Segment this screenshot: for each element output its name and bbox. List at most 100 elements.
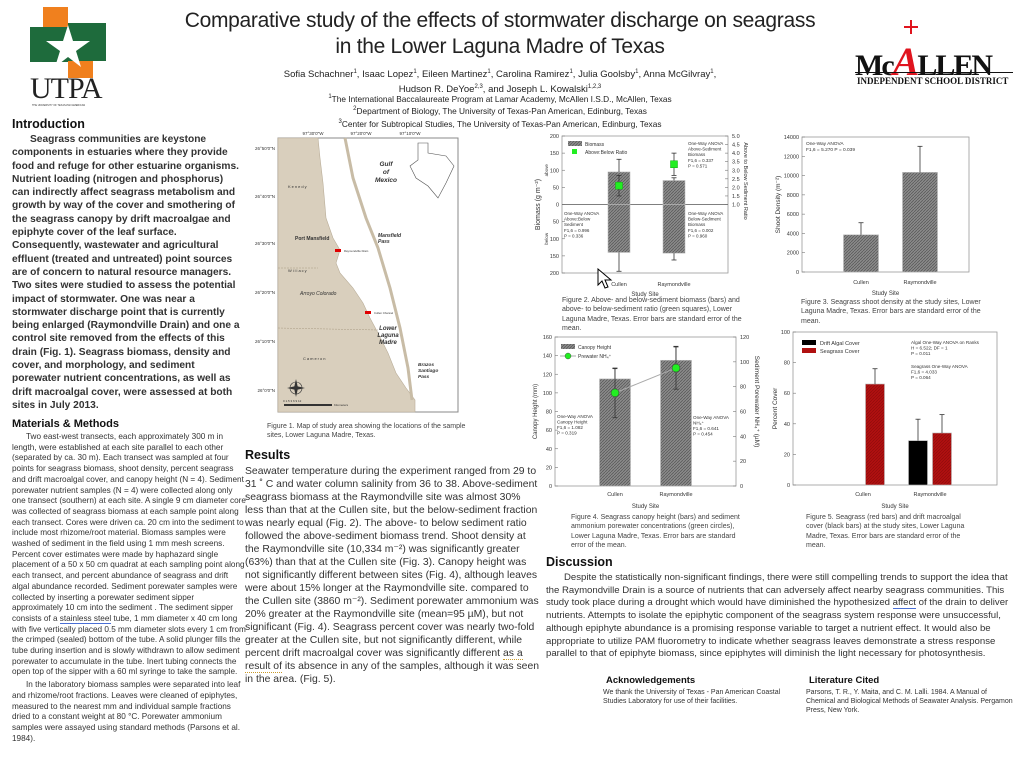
legend-swatch-algal (802, 340, 816, 345)
bar-drift-algal-cover-raymondville (908, 440, 928, 486)
literature-section: Literature Cited Parsons, T. R., Y. Mait… (806, 675, 1016, 715)
cameron-county-label: Cameron (303, 356, 326, 361)
stats-annotation: F1,6 = 1.082 (557, 425, 583, 430)
stats-annotation: One-Way ANOVA (557, 414, 594, 419)
x-axis-label: Study Site (881, 504, 909, 510)
spellcheck-link[interactable]: stainless steel (59, 613, 112, 624)
arroyo-colorado-label: Arroyo Colorado (299, 291, 337, 297)
lower-laguna-madre-label: Laguna (377, 333, 399, 339)
stats-annotation: P = 0.336 (564, 233, 584, 238)
bar-seagrass-cover-raymondville (932, 432, 952, 486)
grammar-flag[interactable]: as a result of (245, 648, 523, 673)
scale-bar-unit: Kilometers (334, 403, 349, 407)
mainland-shape (277, 137, 416, 413)
mansfield-pass-label: Pass (378, 239, 390, 245)
y-tick-label: 14000 (784, 135, 799, 141)
ratio-point-raymondville (670, 160, 678, 169)
y-tick-label: 80 (546, 410, 552, 416)
y-tick-label: 40 (784, 422, 790, 428)
stats-annotation: F1,6 = 0.996 (564, 228, 590, 233)
methods-paragraph-1: Two east-west transects, each approximat… (12, 432, 246, 677)
discussion-section: Discussion Despite the statistically non… (546, 555, 1014, 661)
brazos-santiago-pass-label: Santiago (418, 368, 438, 374)
gulf-of-mexico-label: of (383, 169, 390, 176)
y2-tick-label: 5.0 (732, 134, 740, 140)
scale-bar-label: 0 1.5 3 6 9 12 (283, 399, 302, 403)
y2-tick-label: 2.0 (732, 185, 740, 191)
x-tick-label: Raymondville (657, 282, 690, 288)
y-tick-label: 0 (787, 483, 790, 489)
methods-section: Materials & Methods Two east-west transe… (12, 418, 246, 744)
figure-3-shoot-density-chart: 0 2000 4000 6000 8000 10000 12000 14000 Cullen Ra… (775, 135, 970, 297)
stats-annotation: H = 6.522; DF = 1 (911, 346, 948, 351)
y-tick-label: 100 (781, 330, 790, 336)
latitude-label: 26°40'0"N (255, 194, 275, 199)
author: Hudson R. DeYoe2,3, (398, 84, 489, 96)
legend-swatch-ratio (572, 149, 577, 154)
utpa-logo: UTPA THE UNIVERSITY OF TEXAS-PAN AMERICA… (28, 5, 118, 107)
y-tick-label: 160 (543, 335, 552, 341)
latitude-label: 26°30'0"N (255, 241, 275, 246)
affiliation: 2Department of Biology, The University o… (353, 106, 647, 117)
stats-annotation: Biomass (688, 222, 706, 227)
y-tick-label: 150 (550, 254, 559, 260)
kenedy-county-label: Kenedy (288, 184, 308, 189)
acknowledgements-section: Acknowledgements We thank the University… (603, 675, 783, 706)
affiliation: 3Center for Subtropical Studies, The Uni… (338, 118, 662, 129)
spellcheck-link[interactable]: affect (892, 597, 916, 610)
y-tick-label: 120 (543, 372, 552, 378)
y2-tick-label: 2.5 (732, 177, 740, 183)
y2-tick-label: 4.0 (732, 151, 740, 157)
y-axis-label: Percent Cover (772, 387, 779, 429)
stats-annotation: F1,6 = 0.641 (693, 426, 719, 431)
author-list: Sofia Schachner1, Isaac Lopez1, Eileen M… (250, 66, 750, 96)
raymondville-site-marker (335, 249, 341, 252)
y-tick-label: 60 (546, 428, 552, 434)
lower-laguna-madre-label: Madre (379, 340, 397, 346)
stats-annotation: One-Way ANOVA (688, 211, 723, 216)
latitude-label: 26°50'0"N (255, 146, 275, 151)
author: Isaac Lopez1, (362, 69, 422, 81)
y-tick-label: 2000 (787, 251, 799, 257)
utpa-logo-subtext: THE UNIVERSITY OF TEXAS-PAN AMERICAN (32, 104, 86, 107)
y-tick-label: 10000 (784, 174, 799, 180)
x-tick-label: Cullen (853, 280, 869, 286)
author: and Joseph L. Kowalski1,2,3 (488, 84, 602, 96)
stats-annotation: Algal One-Way ANOVA on Ranks (911, 340, 980, 345)
bar-cullen (843, 234, 879, 273)
stats-annotation: F1,6 = 0.002 (688, 228, 714, 233)
stats-annotation: F1,6 = 4.033 (911, 370, 937, 375)
y-tick-label: 150 (550, 151, 559, 157)
cullen-channel-label: Cullen Channel (374, 311, 394, 315)
legend-swatch-seagrass (802, 348, 816, 353)
y2-axis-label: Above to Below Sediment Ratio (742, 142, 748, 219)
legend-label: Prewater NH₄⁺ (578, 354, 612, 360)
stats-annotation: P = 0.454 (693, 432, 713, 437)
logo-llen: LLEN (917, 49, 993, 82)
x-tick-label: Raymondville (659, 492, 692, 498)
y-tick-label: 140 (543, 354, 552, 360)
y-tick-label: 100 (543, 391, 552, 397)
brazos-santiago-pass-label: Brazos (418, 362, 434, 368)
y-tick-label: 100 (550, 237, 559, 243)
county-boundary (277, 267, 379, 331)
stats-annotation: Biomass (688, 152, 706, 157)
y-tick-label: 8000 (787, 193, 799, 199)
methods-heading: Materials & Methods (12, 418, 119, 430)
raymondville-drain-label: Raymondville Drain (344, 249, 369, 253)
y-tick-label: 60 (784, 391, 790, 397)
acknowledgements-heading: Acknowledgements (606, 675, 696, 686)
nh4-point-cullen (610, 388, 620, 398)
mcallen-isd-logo: McALLEN INDEPENDENT SCHOOL DISTRICT (855, 20, 1015, 95)
x-axis-label: Study Site (631, 292, 659, 298)
x-axis-label: Study Site (872, 291, 900, 297)
legend-label: Biomass (585, 142, 605, 148)
bar-above-raymondville (662, 180, 686, 205)
introduction-text: Seagrass communities are keystone compon… (12, 134, 240, 411)
logo-mc: Mc (855, 49, 895, 82)
figure-5-percent-cover-chart: 0 20 40 60 80 100 Cullen Raymondville Study Site… (772, 330, 998, 510)
figure-4-caption: Figure 4. Seagrass canopy height (bars) … (571, 514, 740, 549)
stats-annotation: P = 0.571 (688, 163, 708, 168)
results-text: Seawater temperature during the experime… (245, 466, 540, 685)
